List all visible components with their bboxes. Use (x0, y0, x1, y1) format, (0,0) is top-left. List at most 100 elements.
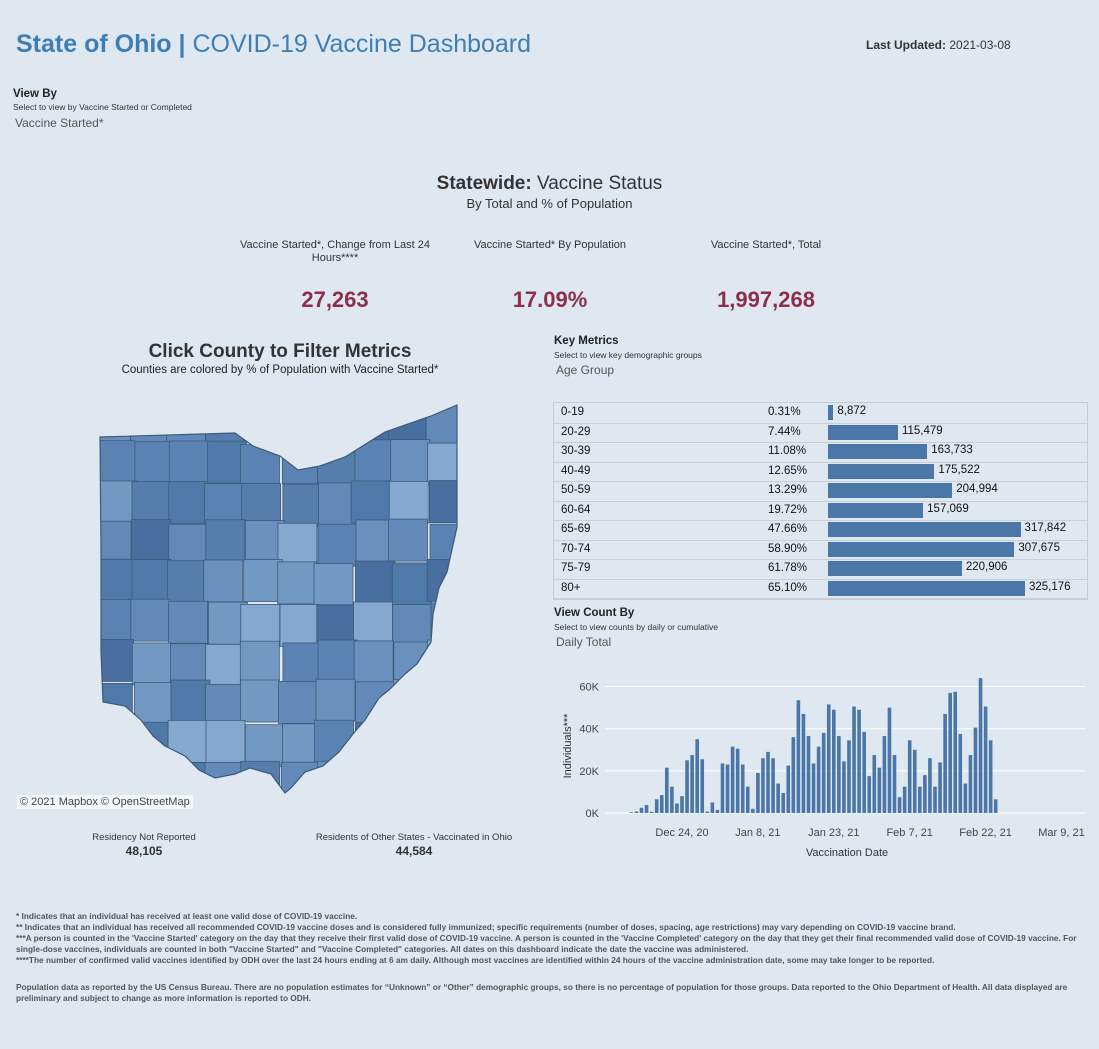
daily-bar[interactable] (857, 709, 861, 813)
daily-bar[interactable] (700, 759, 705, 813)
daily-bar[interactable] (902, 786, 907, 813)
daily-bar[interactable] (796, 700, 801, 813)
daily-bar[interactable] (725, 764, 730, 813)
daily-bar[interactable] (852, 706, 856, 813)
daily-vaccination-chart[interactable]: 0K 20K 40K 60K Dec 24, 20 Jan 8, 21 Jan 23, 2… (555, 668, 1090, 864)
daily-bar[interactable] (816, 746, 821, 813)
county-shape[interactable] (244, 724, 285, 768)
age-group-bar[interactable] (828, 463, 935, 479)
daily-bar[interactable] (710, 802, 715, 813)
age-row[interactable]: 0-19 0.31% 8,872 (554, 403, 1087, 424)
daily-bar[interactable] (892, 755, 897, 813)
county-shape[interactable] (317, 523, 358, 567)
county-shape[interactable] (205, 519, 246, 563)
age-group-table[interactable]: 0-19 0.31% 8,872 20-29 7.44% 115,479 30-39 11.0… (553, 402, 1088, 600)
county-shape[interactable] (393, 679, 433, 723)
age-group-bar[interactable] (828, 483, 953, 498)
county-shape[interactable] (355, 681, 395, 725)
daily-bar[interactable] (821, 732, 826, 813)
county-shape[interactable] (240, 679, 280, 723)
age-group-bar[interactable] (828, 444, 928, 459)
daily-bar[interactable] (801, 713, 806, 813)
county-shape[interactable] (277, 561, 318, 605)
county-shape[interactable] (243, 559, 284, 602)
county-shape[interactable] (204, 761, 245, 797)
daily-bar[interactable] (872, 755, 877, 813)
county-shape[interactable] (282, 642, 323, 686)
county-shape[interactable] (426, 639, 465, 683)
county-tiles[interactable] (95, 402, 465, 797)
county-shape[interactable] (95, 558, 135, 602)
daily-bar[interactable] (953, 691, 958, 813)
daily-bar[interactable] (644, 804, 649, 813)
county-shape[interactable] (350, 480, 391, 524)
age-group-bar[interactable] (828, 541, 1015, 557)
daily-bar[interactable] (928, 758, 932, 813)
daily-bar[interactable] (629, 812, 634, 813)
county-shape[interactable] (354, 439, 395, 483)
county-shape[interactable] (427, 442, 465, 486)
daily-bar[interactable] (938, 762, 942, 813)
county-shape[interactable] (95, 639, 135, 682)
daily-bar[interactable] (690, 755, 694, 813)
daily-bar[interactable] (675, 803, 679, 813)
daily-bar[interactable] (983, 706, 988, 813)
daily-bar[interactable] (923, 775, 927, 813)
age-row[interactable]: 70-74 58.90% 307,675 (554, 540, 1087, 560)
county-shape[interactable] (277, 522, 318, 566)
county-shape[interactable] (98, 480, 138, 524)
view-count-select[interactable]: Daily Total (556, 635, 612, 649)
county-shape[interactable] (391, 562, 432, 606)
daily-bar[interactable] (740, 764, 745, 813)
county-shape[interactable] (97, 762, 137, 797)
county-shape[interactable] (95, 402, 135, 445)
county-shape[interactable] (205, 402, 245, 444)
county-shape[interactable] (168, 523, 209, 567)
age-group-bar[interactable] (828, 424, 898, 440)
county-shape[interactable] (168, 600, 209, 644)
daily-bar[interactable] (882, 736, 887, 813)
county-shape[interactable] (131, 642, 172, 686)
county-shape[interactable] (131, 481, 172, 525)
daily-bar[interactable] (715, 809, 720, 813)
county-shape[interactable] (389, 720, 430, 764)
daily-bar[interactable] (639, 807, 644, 813)
county-shape[interactable] (170, 643, 210, 687)
daily-bar[interactable] (751, 808, 755, 813)
age-row[interactable]: 60-64 19.72% 157,069 (554, 501, 1087, 521)
age-row[interactable]: 50-59 13.29% 204,994 (554, 481, 1087, 502)
age-row[interactable]: 40-49 12.65% 175,522 (554, 462, 1087, 482)
daily-bar[interactable] (907, 740, 912, 813)
daily-bar[interactable] (826, 704, 831, 813)
daily-bar[interactable] (862, 731, 866, 813)
county-shape[interactable] (205, 643, 246, 687)
county-shape[interactable] (313, 563, 354, 606)
county-shape[interactable] (131, 519, 172, 562)
daily-bar[interactable] (993, 799, 998, 813)
county-shape[interactable] (430, 602, 465, 646)
county-shape[interactable] (425, 680, 465, 724)
county-shape[interactable] (388, 518, 428, 562)
county-shape[interactable] (351, 760, 392, 797)
county-shape[interactable] (204, 483, 244, 526)
county-shape[interactable] (203, 559, 244, 603)
county-shape[interactable] (241, 483, 282, 526)
daily-bar[interactable] (978, 678, 983, 813)
daily-bar[interactable] (665, 767, 669, 813)
county-shape[interactable] (388, 480, 429, 524)
daily-bar[interactable] (766, 751, 770, 813)
age-row[interactable]: 75-79 61.78% 220,906 (554, 559, 1087, 580)
county-shape[interactable] (429, 480, 465, 524)
county-shape[interactable] (278, 403, 318, 446)
daily-bar[interactable] (897, 797, 902, 813)
county-shape[interactable] (168, 481, 209, 525)
county-shape[interactable] (170, 679, 211, 723)
daily-bar[interactable] (781, 792, 785, 813)
daily-bar[interactable] (761, 758, 765, 813)
county-shape[interactable] (279, 604, 320, 647)
daily-bar[interactable] (988, 740, 993, 813)
daily-bar[interactable] (811, 763, 816, 813)
age-row[interactable]: 80+ 65.10% 325,176 (554, 579, 1087, 599)
county-shape[interactable] (317, 639, 358, 683)
daily-bar[interactable] (730, 746, 735, 813)
